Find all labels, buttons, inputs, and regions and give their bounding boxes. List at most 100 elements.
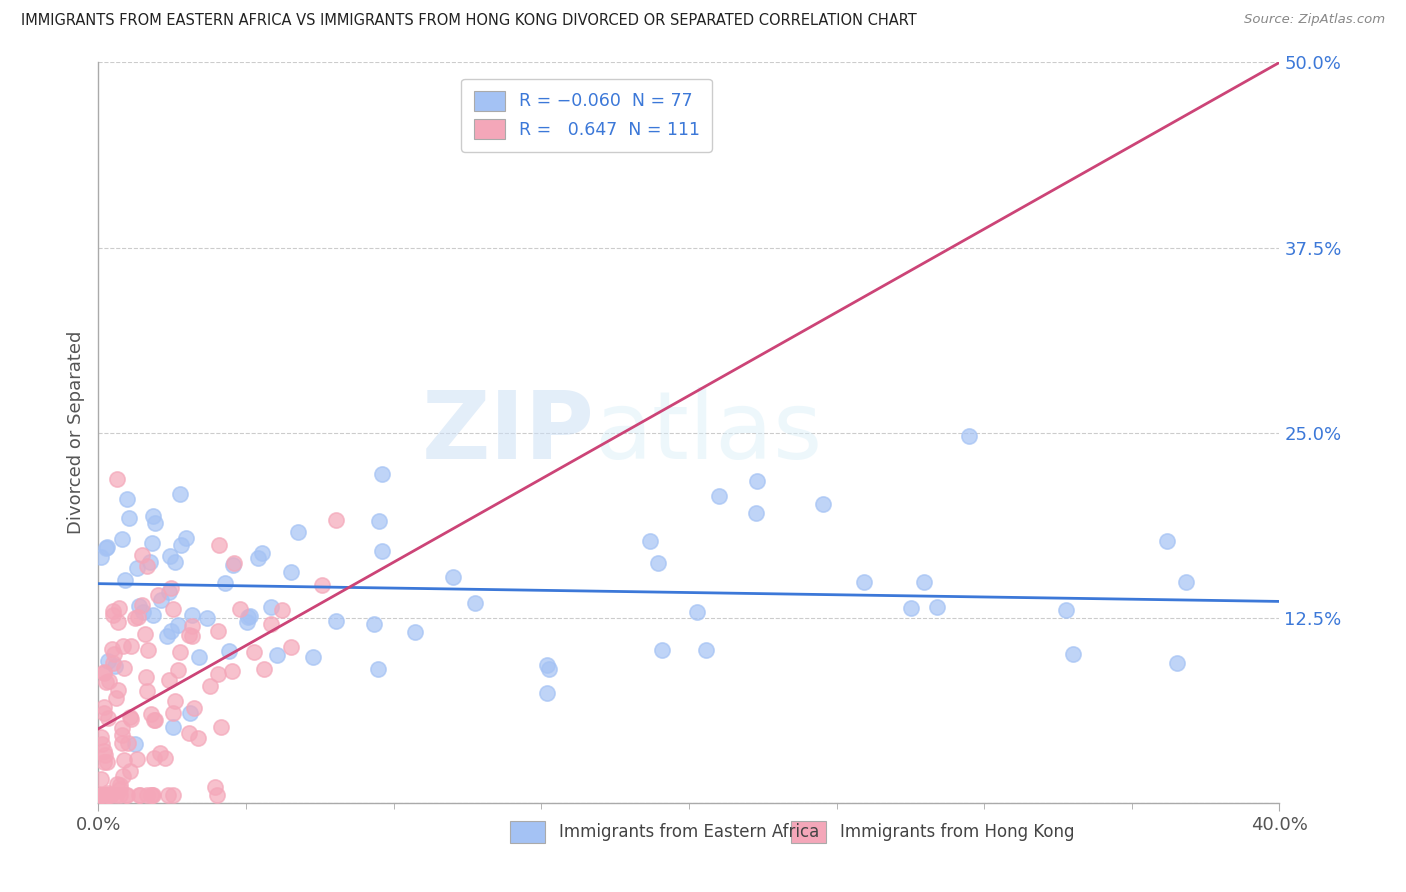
Point xyxy=(253,662,276,676)
Point xyxy=(134,627,156,641)
Point xyxy=(536,686,558,700)
Legend: R = −0.060  N = 77, R =   0.647  N = 111: R = −0.060 N = 77, R = 0.647 N = 111 xyxy=(461,78,711,152)
Point xyxy=(105,789,128,803)
Point xyxy=(135,789,157,803)
Point xyxy=(104,659,127,673)
Point xyxy=(205,789,228,803)
Point xyxy=(160,624,183,638)
Point xyxy=(96,755,118,769)
Point xyxy=(93,665,115,680)
Point xyxy=(111,728,134,742)
Point xyxy=(135,670,157,684)
Point xyxy=(363,617,385,632)
Text: Source: ZipAtlas.com: Source: ZipAtlas.com xyxy=(1244,13,1385,27)
Point xyxy=(115,789,138,803)
Point xyxy=(98,789,121,803)
Point xyxy=(745,474,768,488)
Point xyxy=(900,601,922,615)
Point xyxy=(243,645,266,659)
Point xyxy=(1054,603,1077,617)
Point xyxy=(142,713,165,727)
Point xyxy=(111,532,134,546)
Point xyxy=(302,649,325,664)
Point xyxy=(149,746,172,760)
FancyBboxPatch shape xyxy=(509,821,544,843)
Point xyxy=(157,673,180,688)
Point xyxy=(912,574,935,589)
Point xyxy=(141,707,163,722)
Point xyxy=(180,629,202,643)
Point xyxy=(135,683,157,698)
Point xyxy=(695,642,717,657)
Point xyxy=(325,513,347,527)
Point xyxy=(117,736,139,750)
Point xyxy=(143,751,166,765)
Point xyxy=(124,611,146,625)
Point xyxy=(159,549,181,564)
Point xyxy=(640,533,662,548)
Text: ZIP: ZIP xyxy=(422,386,595,479)
Point xyxy=(162,706,184,720)
Point xyxy=(97,789,120,803)
Point xyxy=(100,789,122,803)
Point xyxy=(120,712,142,726)
Point xyxy=(207,624,229,638)
Point xyxy=(114,574,136,588)
Point xyxy=(143,714,166,728)
Point xyxy=(204,780,226,795)
Point xyxy=(136,642,159,657)
Point xyxy=(108,782,131,797)
Point xyxy=(167,617,190,632)
Point xyxy=(1166,656,1188,670)
Point xyxy=(536,657,558,672)
Point xyxy=(132,605,155,619)
Point xyxy=(129,789,152,803)
Point xyxy=(94,748,117,763)
Point xyxy=(538,662,561,676)
Point xyxy=(218,644,240,658)
Point xyxy=(93,665,115,679)
Point xyxy=(187,731,209,746)
Point xyxy=(709,490,731,504)
FancyBboxPatch shape xyxy=(790,821,827,843)
Point xyxy=(252,546,274,560)
Point xyxy=(146,588,169,602)
Point xyxy=(280,565,302,579)
Point xyxy=(111,768,134,782)
Point xyxy=(150,593,173,607)
Point xyxy=(647,556,669,570)
Point xyxy=(90,730,112,744)
Point xyxy=(165,555,187,569)
Point xyxy=(90,738,112,752)
Point xyxy=(162,720,184,734)
Point xyxy=(162,602,184,616)
Point xyxy=(101,604,124,618)
Point xyxy=(238,610,260,624)
Point xyxy=(142,789,165,803)
Point xyxy=(120,709,142,723)
Point xyxy=(957,429,980,443)
Point xyxy=(174,531,197,545)
Point xyxy=(127,609,149,624)
Point xyxy=(247,550,270,565)
Point xyxy=(287,524,309,539)
Point xyxy=(107,683,129,698)
Text: Immigrants from Hong Kong: Immigrants from Hong Kong xyxy=(841,822,1074,841)
Point xyxy=(266,648,288,662)
Point xyxy=(651,643,673,657)
Point xyxy=(169,487,191,501)
Point xyxy=(115,492,138,507)
Point xyxy=(181,608,204,623)
Point xyxy=(97,654,120,668)
Text: Immigrants from Eastern Africa: Immigrants from Eastern Africa xyxy=(560,822,820,841)
Point xyxy=(1156,533,1178,548)
Point xyxy=(112,753,135,767)
Point xyxy=(96,789,118,803)
Point xyxy=(229,601,252,615)
Point xyxy=(131,598,153,612)
Point xyxy=(169,538,191,552)
Point xyxy=(214,576,236,591)
Point xyxy=(236,615,259,630)
Point xyxy=(105,776,128,790)
Point xyxy=(371,543,394,558)
